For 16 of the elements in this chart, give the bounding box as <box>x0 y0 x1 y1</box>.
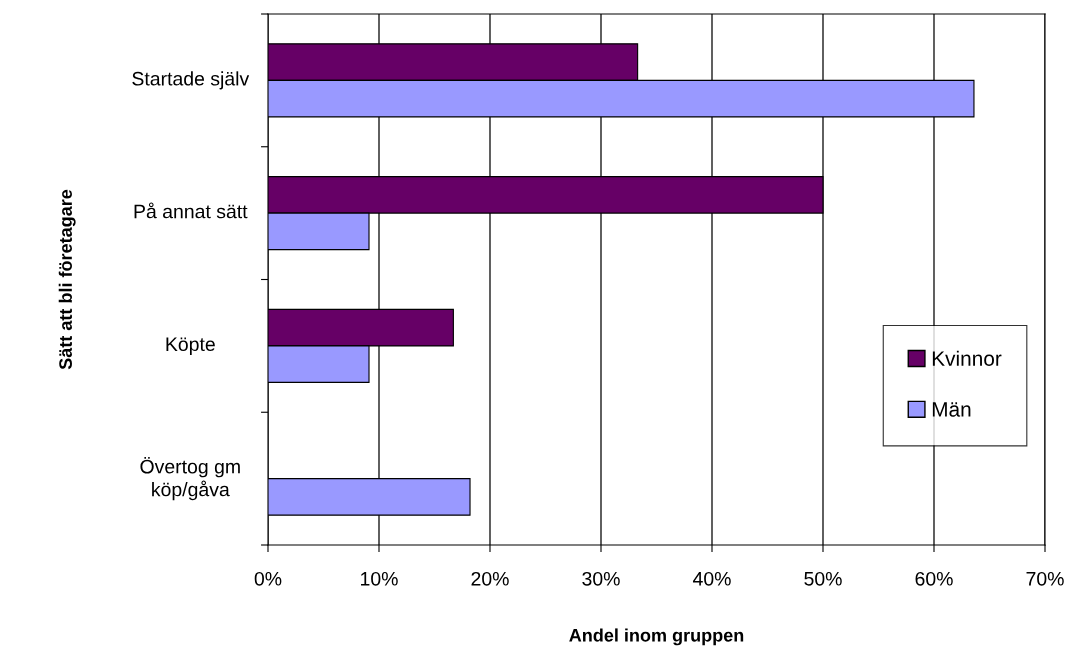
x-tick-label: 0% <box>254 571 282 586</box>
x-tick-label: 60% <box>915 571 953 586</box>
legend-label: Kvinnor <box>932 350 1002 366</box>
y-tick-label: På annat sätt <box>134 202 248 219</box>
y-tick-label: Köpte <box>166 337 215 355</box>
x-axis-title: Andel inom gruppen <box>569 628 744 646</box>
y-tick-label: Övertog gm köp/gåva <box>140 457 240 501</box>
x-tick-label: 20% <box>471 571 509 586</box>
x-tick-label: 30% <box>582 571 620 586</box>
x-tick-label: 70% <box>1026 571 1064 586</box>
y-axis-title: Sätt att bli företagare <box>58 189 76 370</box>
x-tick-label: 50% <box>804 571 842 586</box>
legend-label: Män <box>932 402 971 417</box>
x-tick-label: 40% <box>692 571 731 586</box>
y-tick-label: Startade själv <box>132 71 250 90</box>
x-tick-label: 10% <box>361 571 398 586</box>
